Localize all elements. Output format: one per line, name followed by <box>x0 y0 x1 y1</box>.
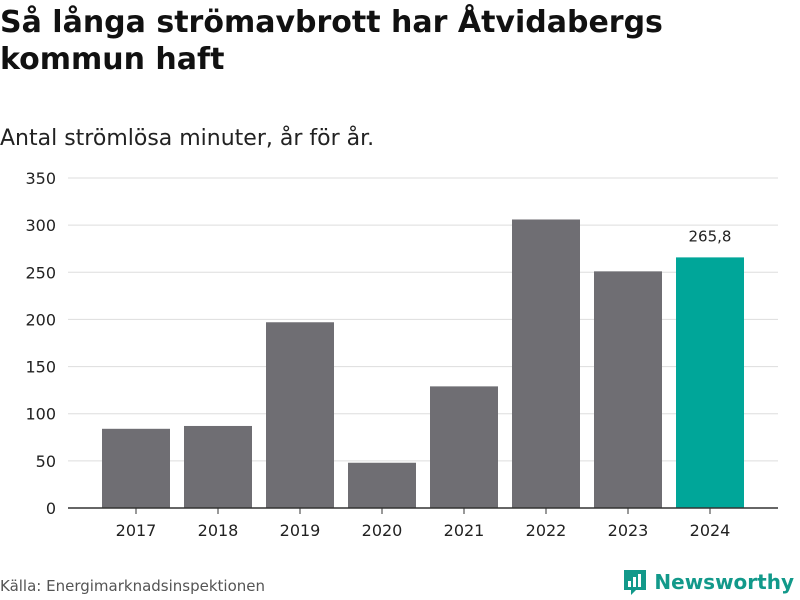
y-tick-label: 100 <box>25 405 56 424</box>
bar-2024 <box>676 257 744 508</box>
x-tick-label: 2020 <box>362 521 403 540</box>
bars <box>102 219 744 508</box>
x-tick-label: 2021 <box>444 521 485 540</box>
x-tick-label: 2018 <box>198 521 239 540</box>
y-tick-label: 0 <box>46 499 56 518</box>
source-note: Källa: Energimarknadsinspektionen <box>0 577 266 595</box>
x-tick-label: 2024 <box>690 521 731 540</box>
y-tick-label: 300 <box>25 216 56 235</box>
bar-2018 <box>184 425 252 508</box>
bar-chart: 0 50 100 150 200 250 300 350 265,8 2017 2018 2019… <box>25 169 778 540</box>
x-tick-label: 2017 <box>116 521 157 540</box>
data-labels: 265,8 <box>689 227 732 245</box>
x-tick-label: 2022 <box>526 521 567 540</box>
bar-2022 <box>512 219 580 508</box>
chart-title: Så långa strömavbrott har Åtvidabergs ko… <box>0 5 663 77</box>
bar-2021 <box>430 386 498 508</box>
y-tick-label: 150 <box>25 358 56 377</box>
y-tick-label: 50 <box>36 452 56 471</box>
data-label-2024: 265,8 <box>689 227 732 245</box>
y-axis-ticks: 0 50 100 150 200 250 300 350 <box>25 169 56 518</box>
y-tick-label: 200 <box>25 310 56 329</box>
y-tick-label: 250 <box>25 263 56 282</box>
brand-name: Newsworthy <box>654 570 794 594</box>
x-tick-label: 2019 <box>280 521 321 540</box>
x-tick-label: 2023 <box>608 521 649 540</box>
bar-2023 <box>594 271 662 508</box>
bar-2019 <box>266 322 334 508</box>
y-tick-label: 350 <box>25 169 56 188</box>
newsworthy-logo-icon <box>624 570 647 595</box>
x-axis-ticks: 2017 2018 2019 2020 2021 2022 2023 2024 <box>116 508 731 540</box>
bar-2020 <box>348 462 416 508</box>
chart-subtitle: Antal strömlösa minuter, år för år. <box>0 126 375 151</box>
brand-logo: Newsworthy <box>622 568 794 596</box>
gridlines <box>68 177 778 462</box>
bar-2017 <box>102 428 170 508</box>
